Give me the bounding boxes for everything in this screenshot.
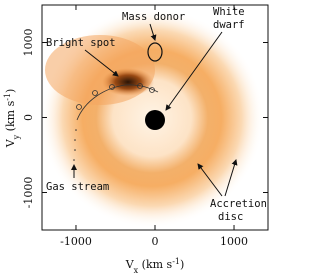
mass-donor <box>147 42 163 62</box>
stream-points <box>76 83 155 110</box>
x-tick-label: -1000 <box>60 235 92 248</box>
axis-label-part: (km s <box>138 258 172 271</box>
annotation-arrows <box>71 23 238 197</box>
axis-label-part: V <box>125 258 135 271</box>
axis-label-part: ) <box>4 89 17 93</box>
y-axis-label: Vy (km s-1) <box>3 89 21 149</box>
plot-area <box>40 4 269 231</box>
y-tick-label: -1000 <box>22 177 35 209</box>
axis-label-part: (km s <box>4 100 17 134</box>
annotation: Mass donor <box>122 11 185 23</box>
annotation: White <box>213 6 245 18</box>
annotation: Accretion <box>210 198 267 210</box>
x-tick-label: 1000 <box>220 235 248 248</box>
axis-label-part: -1 <box>3 93 12 101</box>
y-tick-label: 1000 <box>22 29 35 57</box>
x-axis-label: Vx (km s-1) <box>125 257 185 275</box>
annotation: dwarf <box>213 19 245 31</box>
annotation: Bright spot <box>46 37 116 49</box>
figure: Bright spot Mass donor White dwarf Gas s… <box>3 4 269 275</box>
annotation: disc <box>218 211 243 223</box>
axis-label-part: -1 <box>172 257 180 266</box>
y-tick-label: 0 <box>22 114 35 121</box>
axis-label-part: ) <box>180 258 184 271</box>
bright-spot-emission <box>102 68 154 96</box>
annotation: Gas stream <box>46 181 109 193</box>
axis-label-part: y <box>12 134 21 140</box>
stream-dots <box>73 129 77 161</box>
white-dwarf <box>145 110 165 130</box>
axis-label-part: x <box>134 266 139 275</box>
axis-label-part: V <box>4 138 17 148</box>
x-tick-label: 0 <box>152 235 159 248</box>
